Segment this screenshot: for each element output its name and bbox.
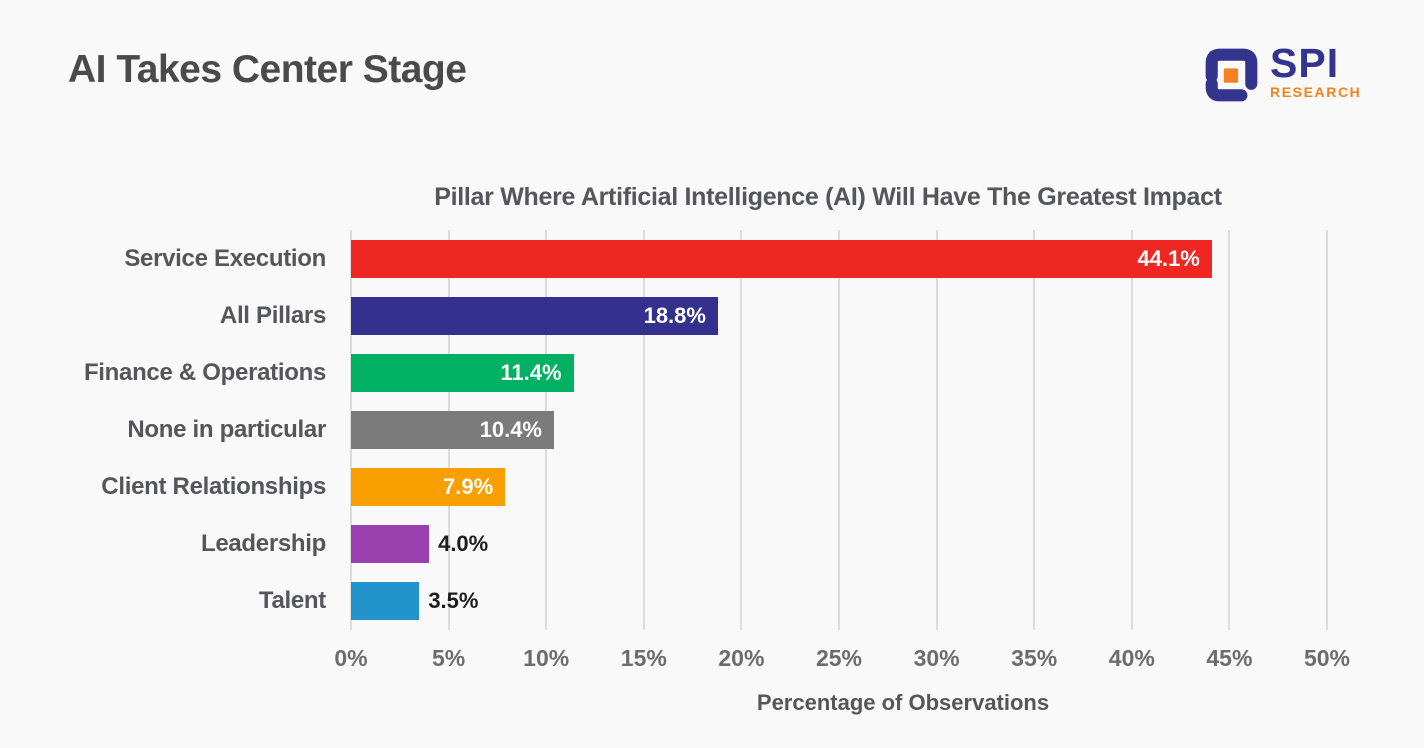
category-label: Client Relationships <box>101 473 326 501</box>
gridline <box>1033 230 1036 630</box>
gridline <box>642 230 645 630</box>
plot-area: 44.1% 18.8% 11.4% 10.4% 7.9% 4.0% 3.5% <box>350 230 1328 630</box>
gridline <box>838 230 840 630</box>
gridline <box>1228 230 1231 630</box>
category-label: Leadership <box>200 530 326 558</box>
value-label: 44.1% <box>1137 245 1200 271</box>
gridline <box>1130 230 1133 630</box>
logo-sub-text: RESEARCH <box>1270 84 1362 100</box>
bar-row: 44.1% <box>351 230 1327 287</box>
x-axis-title: Percentage of Observations <box>756 690 1050 715</box>
value-label: 11.4% <box>500 359 562 385</box>
bar-row: 4.0% <box>351 516 1327 573</box>
x-axis-ticks: 0% 5% 10% 15% 20% 25% 30% 35% 40% 45% 50% <box>334 645 1350 675</box>
bar-client-relationships: 7.9% <box>351 468 506 507</box>
bar-row: 7.9% <box>351 459 1327 516</box>
logo-text: SPI RESEARCH <box>1270 40 1362 101</box>
bar-row: 11.4% <box>351 344 1327 401</box>
bar-none-in-particular: 10.4% <box>351 410 554 449</box>
value-label: 3.5% <box>428 588 479 614</box>
x-tick-label: 45% <box>1206 645 1253 671</box>
brand-logo: SPI RESEARCH <box>1204 40 1362 105</box>
bar-talent: 3.5% <box>351 582 478 621</box>
category-label: All Pillars <box>219 301 326 329</box>
page-title: AI Takes Center Stage <box>68 48 467 91</box>
bar-leadership: 4.0% <box>351 525 488 564</box>
bar-finance-operations: 11.4% <box>351 353 574 392</box>
x-tick-label: 30% <box>913 645 960 671</box>
category-axis: Service Execution All Pillars Finance & Op… <box>0 230 326 630</box>
gridline <box>1326 230 1328 630</box>
category-label: None in particular <box>127 415 326 443</box>
x-tick-label: 25% <box>815 645 863 671</box>
bar-row: 10.4% <box>351 401 1327 458</box>
category-label: Finance & Operations <box>83 358 326 386</box>
chart-title: Pillar Where Artificial Intelligence (AI… <box>434 183 1222 211</box>
gridline <box>935 230 938 630</box>
x-tick-label: 20% <box>718 645 765 671</box>
x-tick-label: 0% <box>334 645 368 671</box>
category-label: Talent <box>258 587 326 615</box>
bar-service-execution: 44.1% <box>351 239 1212 278</box>
x-tick-label: 5% <box>431 645 466 671</box>
category-label: Service Execution <box>124 244 326 272</box>
x-tick-label: 40% <box>1108 645 1155 671</box>
x-tick-label: 35% <box>1011 645 1058 671</box>
bar-row: 18.8% <box>351 287 1327 344</box>
value-label: 4.0% <box>438 531 489 557</box>
spi-logo-icon <box>1205 48 1258 102</box>
bar-all-pillars: 18.8% <box>351 296 718 335</box>
logo-brand-text: SPI <box>1270 40 1340 86</box>
x-tick-label: 15% <box>620 645 667 671</box>
gridline <box>740 230 743 630</box>
value-label: 7.9% <box>443 474 494 500</box>
value-label: 18.8% <box>643 302 706 328</box>
x-tick-label: 10% <box>523 645 570 671</box>
value-label: 10.4% <box>479 416 542 442</box>
x-tick-label: 50% <box>1303 645 1351 671</box>
bar-row: 3.5% <box>351 573 1327 630</box>
